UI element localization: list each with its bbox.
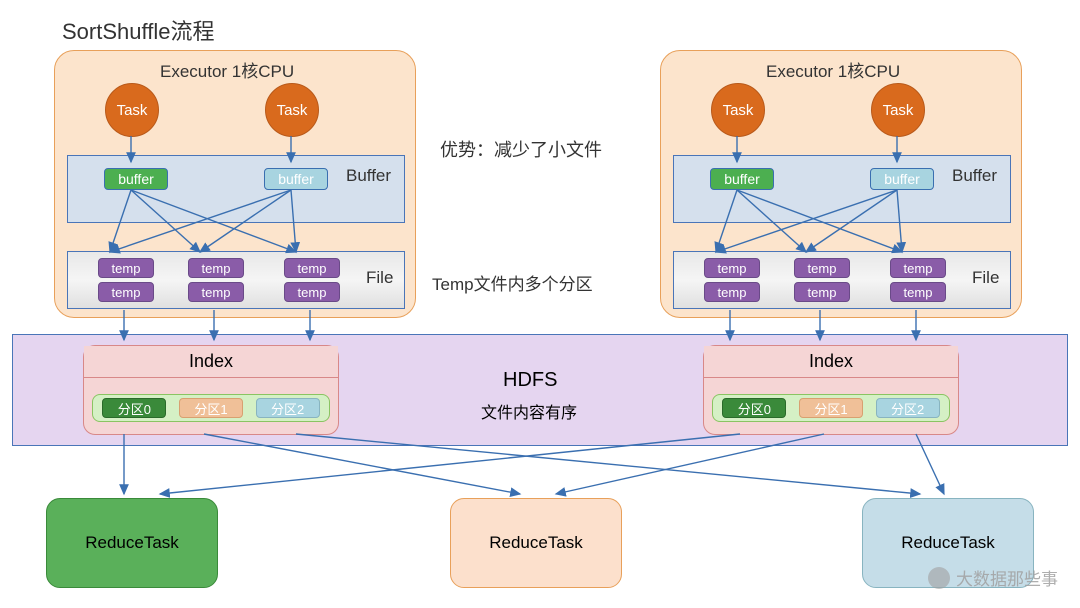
temp: temp	[704, 282, 760, 302]
partition-0: 分区0	[722, 398, 786, 418]
task-circle: Task	[105, 83, 159, 137]
temp: temp	[704, 258, 760, 278]
buffer-area: buffer buffer Buffer	[673, 155, 1011, 223]
executor-label: Executor 1核CPU	[160, 57, 294, 82]
hdfs-label: HDFS	[503, 369, 557, 392]
temp: temp	[98, 258, 154, 278]
index-right: Index 分区0 分区1 分区2	[703, 345, 959, 435]
annotation-advantage: 优势：减少了小文件	[440, 136, 602, 162]
executor-left: Executor 1核CPU Task Task buffer buffer B…	[54, 50, 416, 318]
task-circle: Task	[711, 83, 765, 137]
buffer-caption: Buffer	[346, 166, 391, 186]
buffer-green: buffer	[710, 168, 774, 190]
index-label: Index	[704, 346, 958, 378]
hdfs-box: Index 分区0 分区1 分区2 Index 分区0 分区1 分区2 HDFS…	[12, 334, 1068, 446]
file-caption: File	[972, 268, 999, 288]
executor-right: Executor 1核CPU Task Task buffer buffer B…	[660, 50, 1022, 318]
temp: temp	[890, 282, 946, 302]
executor-label: Executor 1核CPU	[766, 57, 900, 82]
reduce-task-1: ReduceTask	[450, 498, 622, 588]
task-circle: Task	[871, 83, 925, 137]
hdfs-sub: 文件内容有序	[481, 399, 577, 423]
partition-1: 分区1	[179, 398, 243, 418]
file-area: temp temp temp temp temp temp File	[673, 251, 1011, 309]
temp: temp	[794, 258, 850, 278]
file-area: temp temp temp temp temp temp File	[67, 251, 405, 309]
partition-1: 分区1	[799, 398, 863, 418]
temp: temp	[284, 282, 340, 302]
partition-2: 分区2	[256, 398, 320, 418]
buffer-caption: Buffer	[952, 166, 997, 186]
watermark: 大数据那些事	[928, 565, 1058, 590]
partition-row: 分区0 分区1 分区2	[712, 394, 950, 422]
reduce-task-0: ReduceTask	[46, 498, 218, 588]
index-left: Index 分区0 分区1 分区2	[83, 345, 339, 435]
annotation-temp: Temp文件内多个分区	[432, 270, 593, 295]
temp: temp	[890, 258, 946, 278]
wechat-icon	[928, 567, 950, 589]
partition-2: 分区2	[876, 398, 940, 418]
temp: temp	[188, 258, 244, 278]
buffer-blue: buffer	[870, 168, 934, 190]
buffer-area: buffer buffer Buffer	[67, 155, 405, 223]
partition-row: 分区0 分区1 分区2	[92, 394, 330, 422]
task-circle: Task	[265, 83, 319, 137]
index-label: Index	[84, 346, 338, 378]
buffer-blue: buffer	[264, 168, 328, 190]
temp: temp	[794, 282, 850, 302]
temp: temp	[188, 282, 244, 302]
partition-0: 分区0	[102, 398, 166, 418]
buffer-green: buffer	[104, 168, 168, 190]
file-caption: File	[366, 268, 393, 288]
diagram-title: SortShuffle流程	[62, 14, 214, 46]
temp: temp	[98, 282, 154, 302]
temp: temp	[284, 258, 340, 278]
